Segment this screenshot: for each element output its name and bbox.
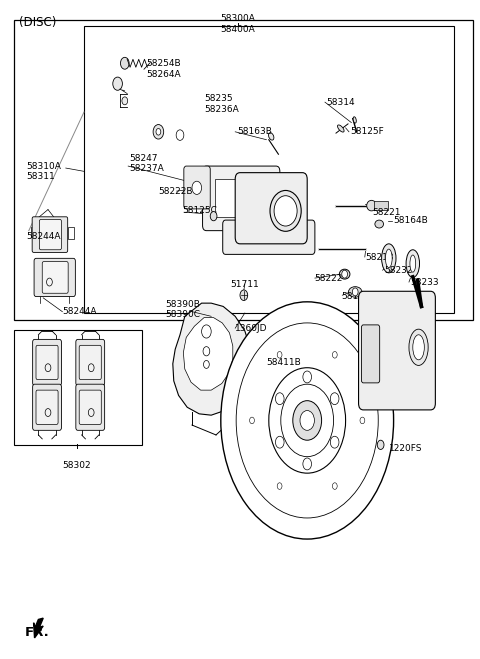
Text: 58232: 58232 <box>384 266 412 275</box>
Circle shape <box>122 97 128 105</box>
Bar <box>14 330 142 445</box>
Text: 58164B: 58164B <box>394 216 428 225</box>
Circle shape <box>300 411 314 430</box>
Ellipse shape <box>410 255 416 272</box>
Ellipse shape <box>406 250 420 277</box>
Circle shape <box>240 290 248 301</box>
Text: (DISC): (DISC) <box>19 16 57 30</box>
Circle shape <box>303 371 312 383</box>
Polygon shape <box>153 136 175 145</box>
Bar <box>14 20 473 320</box>
Ellipse shape <box>348 287 362 297</box>
Ellipse shape <box>382 244 396 273</box>
Text: 58125C: 58125C <box>182 206 217 215</box>
Circle shape <box>156 129 161 135</box>
Ellipse shape <box>353 117 356 123</box>
FancyBboxPatch shape <box>76 384 105 430</box>
FancyBboxPatch shape <box>33 339 61 386</box>
Text: 58244A: 58244A <box>62 307 97 316</box>
Circle shape <box>276 393 284 405</box>
FancyBboxPatch shape <box>42 262 68 293</box>
Circle shape <box>176 130 184 140</box>
Polygon shape <box>173 303 250 415</box>
Bar <box>215 179 244 217</box>
FancyBboxPatch shape <box>184 166 210 209</box>
Text: 58302: 58302 <box>62 461 91 470</box>
Circle shape <box>120 57 129 69</box>
Circle shape <box>210 212 217 221</box>
Text: 51711: 51711 <box>230 280 259 289</box>
FancyBboxPatch shape <box>203 166 280 231</box>
Circle shape <box>153 125 164 139</box>
Circle shape <box>342 270 348 278</box>
Polygon shape <box>183 318 233 390</box>
Text: 58244A: 58244A <box>26 232 61 241</box>
Text: 58163B: 58163B <box>238 127 273 136</box>
FancyBboxPatch shape <box>39 219 61 250</box>
FancyBboxPatch shape <box>79 390 101 424</box>
Text: FR.: FR. <box>25 626 50 639</box>
Circle shape <box>221 302 394 539</box>
Polygon shape <box>34 618 43 638</box>
Ellipse shape <box>270 190 301 231</box>
Text: 58314: 58314 <box>326 98 355 107</box>
Circle shape <box>377 440 384 449</box>
Ellipse shape <box>274 196 297 226</box>
Text: 58390B
58390C: 58390B 58390C <box>166 300 201 320</box>
Polygon shape <box>174 125 190 145</box>
Text: 58222: 58222 <box>314 274 343 283</box>
Text: 58213: 58213 <box>366 252 395 262</box>
Bar <box>68 227 74 239</box>
Text: 58235
58236A: 58235 58236A <box>204 94 239 114</box>
Text: 58233: 58233 <box>410 277 439 287</box>
Text: 58125F: 58125F <box>350 127 384 136</box>
Circle shape <box>330 393 339 405</box>
Bar <box>84 26 454 313</box>
Ellipse shape <box>339 269 350 279</box>
Circle shape <box>192 181 202 194</box>
Circle shape <box>303 458 312 470</box>
Circle shape <box>202 325 211 338</box>
FancyBboxPatch shape <box>223 220 315 254</box>
FancyBboxPatch shape <box>36 345 58 380</box>
FancyBboxPatch shape <box>361 325 380 383</box>
Ellipse shape <box>375 220 384 228</box>
Circle shape <box>352 288 358 296</box>
Circle shape <box>276 436 284 448</box>
FancyBboxPatch shape <box>32 217 68 252</box>
Circle shape <box>293 401 322 440</box>
Text: 58254B
58264A: 58254B 58264A <box>146 59 181 79</box>
Ellipse shape <box>337 125 344 132</box>
Circle shape <box>113 77 122 90</box>
Ellipse shape <box>413 335 424 360</box>
Bar <box>374 201 388 210</box>
Text: 58310A
58311: 58310A 58311 <box>26 161 61 181</box>
FancyBboxPatch shape <box>76 339 105 386</box>
Text: 58222B: 58222B <box>158 186 193 196</box>
Ellipse shape <box>367 200 376 211</box>
Text: 1220FS: 1220FS <box>389 444 422 453</box>
Text: 58411B: 58411B <box>266 358 301 367</box>
FancyBboxPatch shape <box>33 384 61 430</box>
Circle shape <box>203 347 210 356</box>
Ellipse shape <box>268 132 274 140</box>
Text: 1360JD: 1360JD <box>235 324 268 333</box>
Bar <box>31 227 37 237</box>
Circle shape <box>204 360 209 368</box>
Text: 58300A
58400A: 58300A 58400A <box>220 14 255 34</box>
Ellipse shape <box>385 249 392 268</box>
FancyBboxPatch shape <box>79 345 101 380</box>
Text: 58247
58237A: 58247 58237A <box>130 154 164 173</box>
FancyBboxPatch shape <box>235 173 307 244</box>
Circle shape <box>330 436 339 448</box>
Text: 58221: 58221 <box>372 208 400 217</box>
Text: 58164B: 58164B <box>341 292 375 301</box>
Circle shape <box>269 368 346 473</box>
FancyBboxPatch shape <box>36 390 58 424</box>
FancyBboxPatch shape <box>34 258 75 297</box>
FancyBboxPatch shape <box>359 291 435 410</box>
Ellipse shape <box>409 329 428 365</box>
